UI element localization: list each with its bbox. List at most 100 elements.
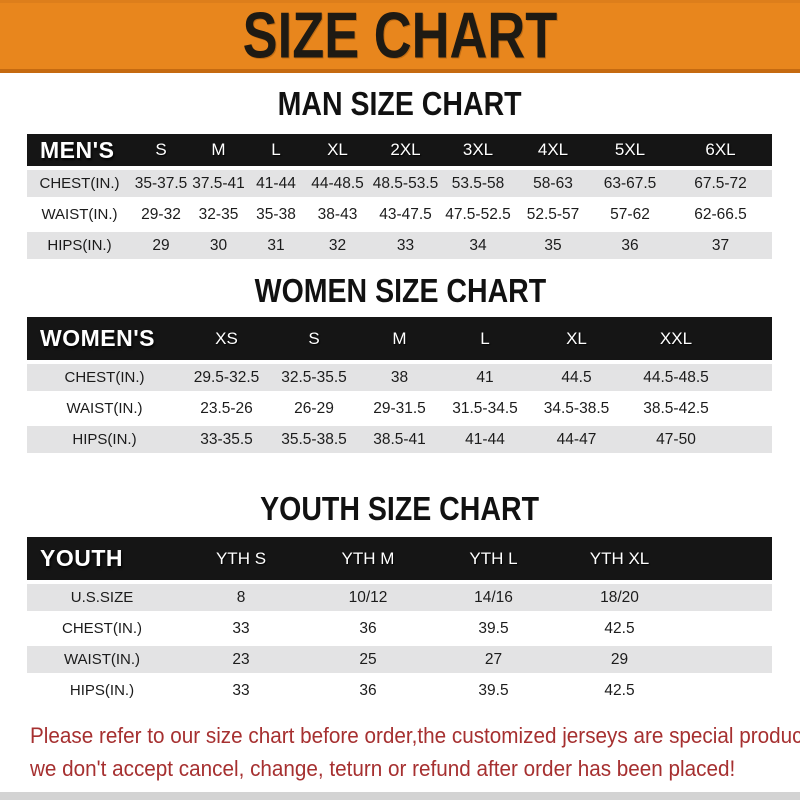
table-title: MEN'S <box>27 134 132 166</box>
column-header-blank <box>727 317 772 360</box>
size-value-cell: 38 <box>357 364 442 391</box>
size-value-cell: 35.5-38.5 <box>271 426 357 453</box>
size-value-cell: 37.5-41 <box>190 170 247 197</box>
blank-cell <box>727 395 772 422</box>
size-value-cell: 33 <box>177 677 305 704</box>
size-table: WOMEN'S XS S M L XL XXL CHEST(IN.) 29.5-32.5 32… <box>27 313 772 457</box>
size-value-cell: 35-37.5 <box>132 170 190 197</box>
notice-line-1: Please refer to our size chart before or… <box>30 719 800 752</box>
size-value-cell: 25 <box>305 646 431 673</box>
size-value-cell: 38.5-41 <box>357 426 442 453</box>
row-label: CHEST(IN.) <box>27 170 132 197</box>
column-header: M <box>190 134 247 166</box>
size-value-cell: 32.5-35.5 <box>271 364 357 391</box>
size-value-cell: 53.5-58 <box>441 170 515 197</box>
size-chart-section: MAN SIZE CHART MEN'S S M L XL 2XL 3XL 4XL 5XL 6X… <box>0 84 800 263</box>
size-value-cell: 63-67.5 <box>591 170 669 197</box>
size-value-cell: 26-29 <box>271 395 357 422</box>
size-value-cell: 36 <box>305 677 431 704</box>
column-header: YTH XL <box>556 537 683 580</box>
size-value-cell: 29.5-32.5 <box>182 364 271 391</box>
size-value-cell: 39.5 <box>431 677 556 704</box>
size-value-cell: 58-63 <box>515 170 591 197</box>
size-table: YOUTH YTH S YTH M YTH L YTH XL U.S.SIZE 8 10/… <box>27 533 772 708</box>
size-value-cell: 32 <box>305 232 370 259</box>
size-value-cell: 31 <box>247 232 305 259</box>
column-header: L <box>442 317 528 360</box>
row-label: CHEST(IN.) <box>27 615 177 642</box>
blank-cell <box>683 677 772 704</box>
charts-container: MAN SIZE CHART MEN'S S M L XL 2XL 3XL 4XL 5XL 6X… <box>0 84 800 708</box>
section-heading: WOMEN SIZE CHART <box>0 272 800 310</box>
table-header-row: MEN'S S M L XL 2XL 3XL 4XL 5XL 6XL <box>27 134 772 166</box>
blank-cell <box>727 426 772 453</box>
size-value-cell: 44-47 <box>528 426 625 453</box>
row-label: WAIST(IN.) <box>27 395 182 422</box>
column-header: M <box>357 317 442 360</box>
column-header: S <box>132 134 190 166</box>
size-value-cell: 57-62 <box>591 201 669 228</box>
table-row: WAIST(IN.) 23 25 27 29 <box>27 646 772 673</box>
blank-cell <box>683 615 772 642</box>
size-table: MEN'S S M L XL 2XL 3XL 4XL 5XL 6XL CHEST(IN.) 35-… <box>27 130 772 263</box>
size-value-cell: 36 <box>591 232 669 259</box>
size-value-cell: 23.5-26 <box>182 395 271 422</box>
table-row: CHEST(IN.) 35-37.5 37.5-41 41-44 44-48.5 48.5… <box>27 170 772 197</box>
size-value-cell: 35-38 <box>247 201 305 228</box>
size-value-cell: 18/20 <box>556 584 683 611</box>
size-value-cell: 42.5 <box>556 677 683 704</box>
size-value-cell: 44.5-48.5 <box>625 364 727 391</box>
size-value-cell: 8 <box>177 584 305 611</box>
section-heading: YOUTH SIZE CHART <box>0 489 800 528</box>
row-label: CHEST(IN.) <box>27 364 182 391</box>
column-header: 5XL <box>591 134 669 166</box>
banner: SIZE CHART <box>0 0 800 73</box>
column-header-blank <box>683 537 772 580</box>
column-header: XL <box>528 317 625 360</box>
size-value-cell: 39.5 <box>431 615 556 642</box>
table-title: WOMEN'S <box>27 317 182 360</box>
table-row: U.S.SIZE 8 10/12 14/16 18/20 <box>27 584 772 611</box>
size-chart-section: WOMEN SIZE CHART WOMEN'S XS S M L XL XXL CHES… <box>0 272 800 457</box>
table-header-row: WOMEN'S XS S M L XL XXL <box>27 317 772 360</box>
size-chart-section: YOUTH SIZE CHART YOUTH YTH S YTH M YTH L YT… <box>0 489 800 708</box>
notice-line-2: we don't accept cancel, change, teturn o… <box>30 752 800 785</box>
notice-line-1-text: Please refer to our size chart before or… <box>30 723 800 748</box>
table-row: CHEST(IN.) 29.5-32.5 32.5-35.5 38 41 44.5 44.5… <box>27 364 772 391</box>
size-value-cell: 41-44 <box>442 426 528 453</box>
size-value-cell: 52.5-57 <box>515 201 591 228</box>
section-heading-text: YOUTH SIZE CHART <box>260 489 540 528</box>
size-value-cell: 34 <box>441 232 515 259</box>
size-value-cell: 33 <box>177 615 305 642</box>
size-value-cell: 29 <box>132 232 190 259</box>
size-value-cell: 42.5 <box>556 615 683 642</box>
table-row: HIPS(IN.) 33 36 39.5 42.5 <box>27 677 772 704</box>
size-value-cell: 27 <box>431 646 556 673</box>
size-value-cell: 29-31.5 <box>357 395 442 422</box>
bottom-strip <box>0 792 800 800</box>
size-value-cell: 35 <box>515 232 591 259</box>
table-row: WAIST(IN.) 29-32 32-35 35-38 38-43 43-47.5 47.… <box>27 201 772 228</box>
blank-cell <box>683 584 772 611</box>
size-value-cell: 29-32 <box>132 201 190 228</box>
section-heading-text: MAN SIZE CHART <box>277 84 523 123</box>
size-value-cell: 47.5-52.5 <box>441 201 515 228</box>
size-value-cell: 44-48.5 <box>305 170 370 197</box>
size-value-cell: 67.5-72 <box>669 170 772 197</box>
column-header: XS <box>182 317 271 360</box>
row-label: WAIST(IN.) <box>27 646 177 673</box>
size-value-cell: 34.5-38.5 <box>528 395 625 422</box>
column-header: 2XL <box>370 134 441 166</box>
size-value-cell: 33-35.5 <box>182 426 271 453</box>
column-header: L <box>247 134 305 166</box>
size-value-cell: 23 <box>177 646 305 673</box>
size-value-cell: 44.5 <box>528 364 625 391</box>
size-value-cell: 32-35 <box>190 201 247 228</box>
size-value-cell: 36 <box>305 615 431 642</box>
row-label: HIPS(IN.) <box>27 426 182 453</box>
section-heading: MAN SIZE CHART <box>0 84 800 123</box>
table-row: HIPS(IN.) 29 30 31 32 33 34 35 36 37 <box>27 232 772 259</box>
size-value-cell: 38.5-42.5 <box>625 395 727 422</box>
row-label: HIPS(IN.) <box>27 677 177 704</box>
